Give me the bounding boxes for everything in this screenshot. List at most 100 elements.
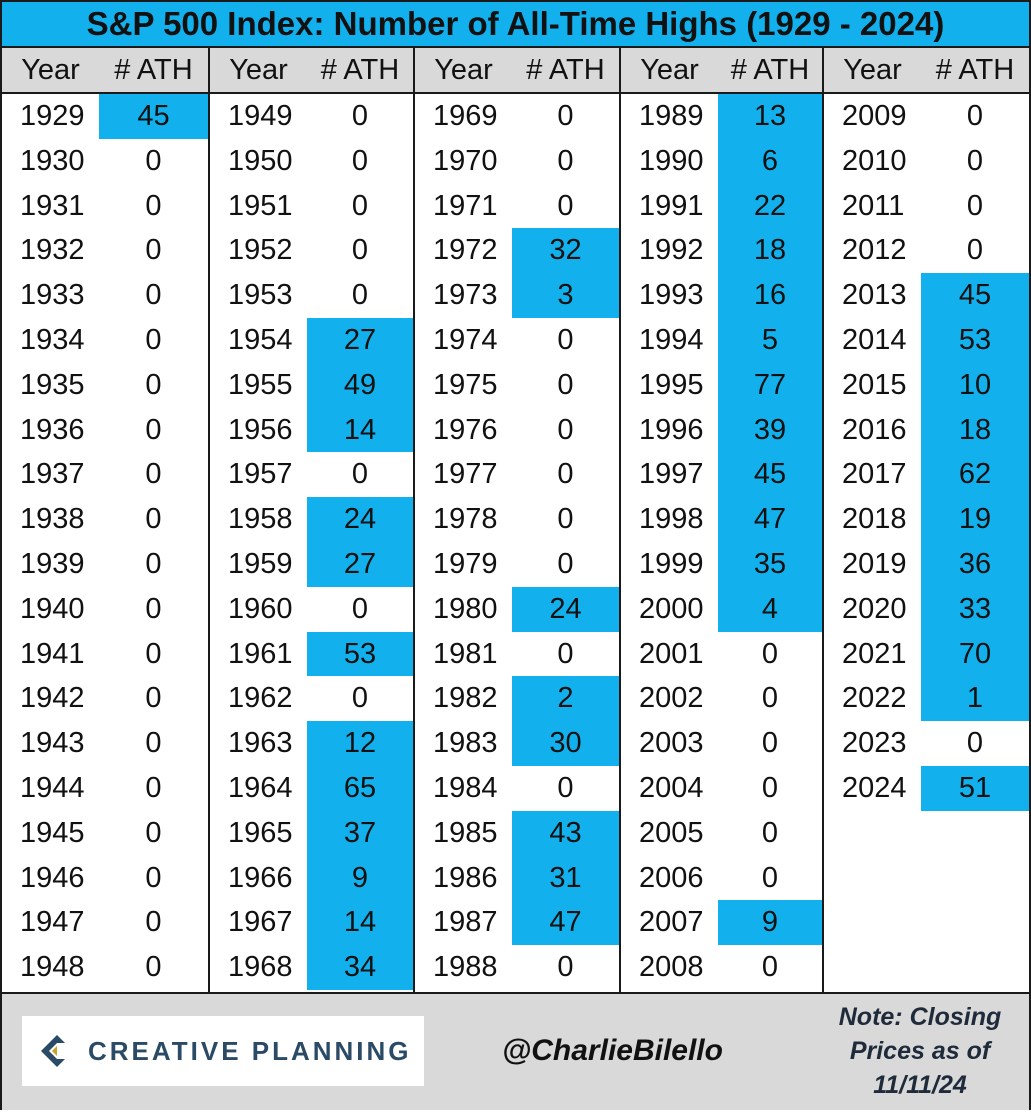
table-row: 2009 0	[824, 94, 1029, 139]
ath-count-cell: 0	[351, 234, 369, 267]
ath-count-cell: 0	[966, 144, 984, 177]
ath-count-cell: 70	[921, 631, 1029, 677]
table-row: 2014 53	[824, 318, 1029, 363]
year-cell: 1985	[433, 816, 498, 849]
year-cell: 1972	[433, 234, 498, 267]
header-year-3: Year	[434, 54, 493, 86]
table-row: 1959 27	[210, 542, 413, 587]
year-cell: 1962	[228, 682, 293, 715]
year-cell: 1969	[433, 100, 498, 132]
year-cell: 2007	[639, 906, 704, 939]
year-cell: 1981	[433, 637, 498, 670]
table-row: 1962 0	[210, 676, 413, 721]
ath-count-cell: 1	[921, 676, 1029, 722]
year-cell: 1977	[433, 458, 498, 491]
year-cell: 1952	[228, 234, 293, 267]
ath-count-cell: 0	[557, 413, 574, 446]
ath-count-cell: 0	[145, 951, 162, 984]
ath-count-cell: 0	[761, 772, 779, 804]
year-cell: 1948	[20, 951, 85, 984]
table-row: 1968 34	[210, 945, 413, 990]
ath-count-cell: 0	[145, 727, 162, 760]
year-cell: 1953	[228, 279, 293, 312]
ath-count-cell: 0	[557, 100, 574, 132]
table-row: 1963 12	[210, 721, 413, 766]
year-cell: 2024	[842, 772, 907, 804]
year-cell: 1966	[228, 861, 293, 894]
ath-count-cell: 0	[557, 324, 574, 356]
table-row: 2015 10	[824, 362, 1029, 408]
year-cell: 1951	[228, 189, 293, 222]
year-cell: 1930	[20, 144, 85, 177]
table-row: 2023 0	[824, 721, 1029, 766]
year-cell: 1960	[228, 592, 293, 625]
ath-count-cell: 47	[718, 497, 822, 542]
ath-count-cell: 30	[512, 721, 619, 766]
table-row: 1938 0	[2, 497, 208, 542]
ath-count-cell: 0	[351, 144, 369, 177]
table-row: 2020 33	[824, 586, 1029, 632]
table-row: 1978 0	[415, 497, 619, 542]
ath-count-cell: 39	[718, 407, 822, 453]
year-cell: 1997	[639, 458, 704, 491]
ath-count-cell: 0	[557, 144, 574, 177]
ath-count-cell: 53	[921, 318, 1029, 363]
ath-count-cell: 0	[145, 861, 162, 894]
table-column-2: 1949 0 1950 0 1951 0 1952 0 1953 0 1954 27 1955 49 195…	[210, 94, 413, 992]
year-cell: 1987	[433, 906, 498, 939]
ath-count-cell: 2	[512, 676, 619, 722]
table-row: 1975 0	[415, 363, 619, 408]
year-cell: 1976	[433, 413, 498, 446]
table-row: 1969 0	[415, 94, 619, 139]
table-column-1: 1929 45 1930 0 1931 0 1932 0 1933 0 1934 0 1935 0 1936…	[2, 94, 208, 992]
year-cell: 1978	[433, 503, 498, 536]
logo-text: CREATIVE PLANNING	[88, 1036, 412, 1066]
table-row: 1997 45	[621, 452, 822, 498]
year-cell: 2009	[842, 100, 907, 132]
ath-count-cell: 32	[512, 228, 619, 274]
table-row: 1982 2	[415, 676, 619, 722]
year-cell: 1933	[20, 279, 85, 312]
table-row: 1994 5	[621, 318, 822, 363]
ath-count-cell: 47	[512, 900, 619, 946]
table-row: 1983 30	[415, 721, 619, 766]
year-cell: 1983	[433, 727, 498, 760]
author-handle: @CharlieBilello	[502, 1034, 723, 1067]
ath-count-cell: 0	[351, 682, 369, 715]
table-row: 2019 36	[824, 542, 1029, 587]
table-row: 1993 16	[621, 273, 822, 318]
table-row: 1956 14	[210, 407, 413, 453]
year-cell: 1963	[228, 727, 293, 760]
ath-count-cell: 0	[966, 189, 984, 222]
ath-count-cell: 27	[307, 318, 413, 363]
ath-count-cell: 0	[761, 637, 779, 670]
table-row: 1948 0	[2, 945, 208, 990]
table-row: 1976 0	[415, 408, 619, 453]
ath-count-cell: 33	[921, 586, 1029, 632]
year-cell: 1999	[639, 548, 704, 580]
ath-count-cell: 4	[718, 586, 822, 632]
ath-count-cell: 0	[145, 324, 162, 356]
year-cell: 2000	[639, 592, 704, 625]
ath-count-cell: 0	[761, 861, 779, 894]
table-row: 2021 70	[824, 631, 1029, 677]
year-cell: 1938	[20, 503, 85, 536]
year-cell: 2020	[842, 592, 907, 625]
table-row: 1961 53	[210, 631, 413, 677]
ath-count-cell: 9	[307, 855, 413, 901]
header-year-2: Year	[229, 54, 288, 86]
year-cell: 1932	[20, 234, 85, 267]
year-cell: 2001	[639, 637, 704, 670]
column-divider	[822, 48, 824, 992]
table-row: 1946 0	[2, 856, 208, 901]
table-row: 2004 0	[621, 766, 822, 811]
year-cell: 2004	[639, 772, 704, 804]
year-cell: 2023	[842, 727, 907, 760]
ath-count-cell: 19	[921, 497, 1029, 542]
ath-count-cell: 43	[512, 810, 619, 856]
table-row: 1989 13	[621, 94, 822, 139]
ath-count-cell: 0	[761, 682, 779, 715]
ath-count-cell: 0	[966, 234, 984, 267]
year-cell: 1943	[20, 727, 85, 760]
